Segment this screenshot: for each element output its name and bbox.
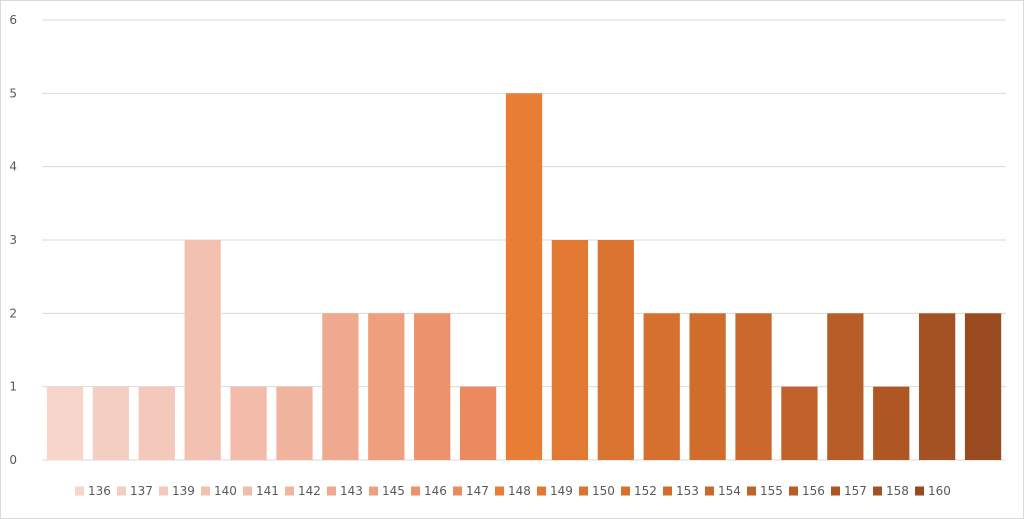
legend-label: 148 [508, 484, 531, 498]
legend-swatch [579, 486, 588, 496]
y-tick-label: 1 [9, 380, 17, 394]
legend-label: 146 [424, 484, 447, 498]
y-tick-label: 5 [9, 86, 17, 100]
bar-150 [597, 240, 634, 460]
legend-label: 153 [676, 484, 699, 498]
legend-swatch [537, 486, 546, 496]
bar-136 [46, 386, 84, 460]
bar-139 [138, 386, 175, 460]
legend-swatch [453, 486, 462, 496]
legend-label: 154 [718, 484, 741, 498]
legend-swatch [495, 486, 504, 496]
bar-156 [827, 313, 864, 460]
legend-label: 139 [172, 484, 195, 498]
y-tick-label: 3 [9, 233, 17, 247]
legend-label: 143 [340, 484, 363, 498]
bar-152 [643, 313, 680, 460]
legend-label: 140 [214, 484, 237, 498]
bar-141 [230, 386, 267, 460]
bar-155 [781, 386, 818, 460]
bar-146 [414, 313, 451, 460]
legend-label: 157 [844, 484, 867, 498]
legend-label: 150 [592, 484, 615, 498]
legend-label: 141 [256, 484, 279, 498]
bar-140 [184, 240, 221, 460]
bars [46, 93, 1002, 460]
legend-swatch [201, 486, 210, 496]
legend-swatch [411, 486, 420, 496]
bar-143 [322, 313, 359, 460]
legend-label: 149 [550, 484, 573, 498]
legend-label: 137 [130, 484, 153, 498]
legend-swatch [663, 486, 672, 496]
y-axis: 0 1 2 3 4 5 6 [9, 13, 17, 467]
legend-label: 136 [88, 484, 111, 498]
legend-swatch [159, 486, 168, 496]
bar-147 [459, 386, 497, 460]
legend-swatch [789, 486, 798, 496]
legend-swatch [327, 486, 336, 496]
legend-swatch [915, 486, 924, 496]
legend-swatch [75, 486, 84, 496]
bar-158 [919, 313, 956, 460]
legend-swatch [285, 486, 294, 496]
y-tick-label: 2 [9, 306, 17, 320]
bar-160 [964, 313, 1002, 460]
legend-swatch [705, 486, 714, 496]
bar-137 [92, 386, 129, 460]
bar-157 [873, 386, 910, 460]
bar-142 [276, 386, 313, 460]
legend-label: 142 [298, 484, 321, 498]
bar-148 [505, 93, 543, 460]
bar-149 [551, 240, 589, 460]
legend-label: 160 [928, 484, 951, 498]
y-tick-label: 4 [9, 160, 17, 174]
legend-label: 155 [760, 484, 783, 498]
legend-label: 147 [466, 484, 489, 498]
legend-swatch [243, 486, 252, 496]
bar-154 [735, 313, 772, 460]
legend-swatch [117, 486, 126, 496]
legend-label: 156 [802, 484, 825, 498]
bar-145 [368, 313, 405, 460]
legend-swatch [831, 486, 840, 496]
legend-label: 158 [886, 484, 909, 498]
legend-label: 145 [382, 484, 405, 498]
legend-label: 152 [634, 484, 657, 498]
legend: 136 137 139 140 141 142 143 145 146 147 148 149 150 1… [75, 484, 951, 498]
y-tick-label: 0 [9, 453, 17, 467]
legend-swatch [621, 486, 630, 496]
bar-153 [689, 313, 726, 460]
y-tick-label: 6 [9, 13, 17, 27]
legend-swatch [747, 486, 756, 496]
legend-swatch [369, 486, 378, 496]
legend-swatch [873, 486, 882, 496]
